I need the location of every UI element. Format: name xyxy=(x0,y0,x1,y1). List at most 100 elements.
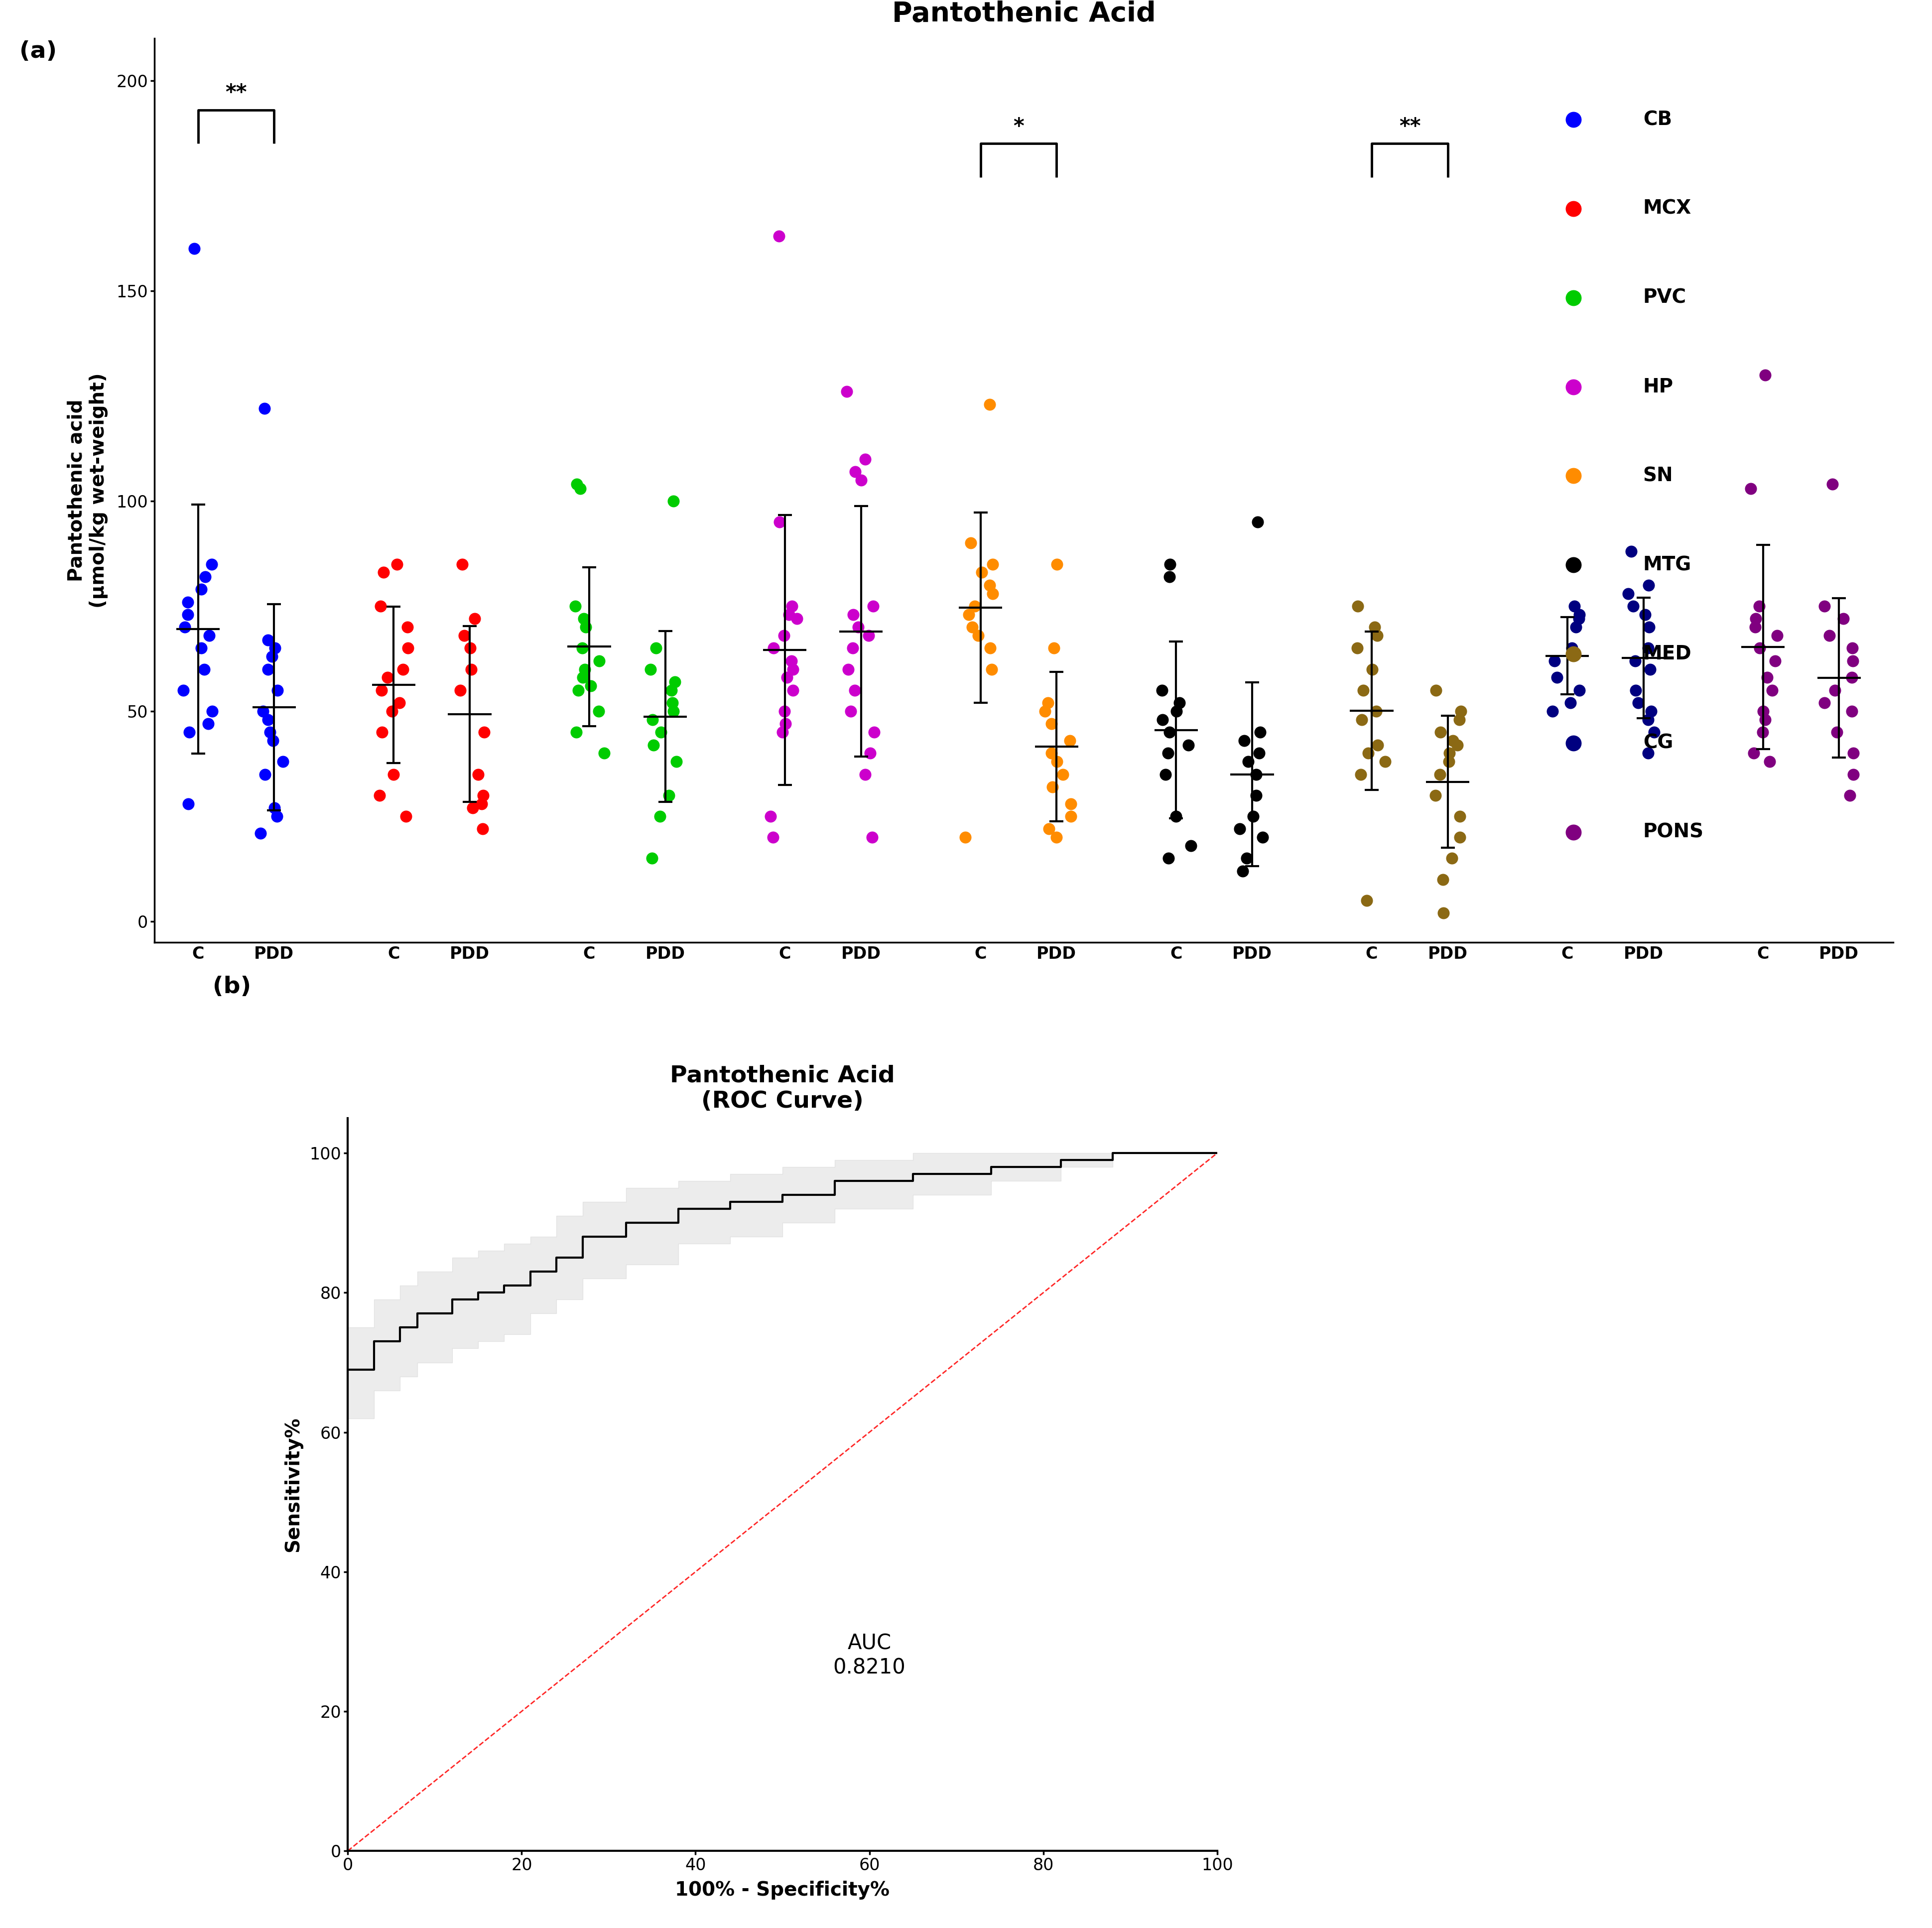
Point xyxy=(1441,729,1472,760)
Point xyxy=(1030,696,1061,727)
Point xyxy=(468,814,498,844)
Point xyxy=(1341,632,1372,663)
Point xyxy=(1634,654,1665,684)
Point xyxy=(1750,704,1781,735)
Point xyxy=(657,675,688,706)
Point xyxy=(1055,800,1086,831)
Y-axis label: Pantothenic acid
(μmol/kg wet-weight): Pantothenic acid (μmol/kg wet-weight) xyxy=(68,372,108,607)
Point xyxy=(460,603,491,634)
Point xyxy=(1153,561,1184,592)
Point xyxy=(1345,760,1376,790)
Point xyxy=(763,220,794,251)
Point xyxy=(257,725,288,756)
Point xyxy=(1037,771,1068,802)
Point xyxy=(373,661,404,692)
Point xyxy=(1146,675,1177,706)
Point xyxy=(1244,738,1275,769)
Point xyxy=(1032,688,1063,719)
Point xyxy=(247,696,278,727)
Point xyxy=(197,549,228,580)
Point xyxy=(1743,590,1774,621)
Text: CB: CB xyxy=(1642,110,1671,129)
Point xyxy=(168,675,199,706)
Point xyxy=(1565,675,1596,706)
Point xyxy=(1617,590,1648,621)
Point xyxy=(638,729,668,760)
Point xyxy=(1443,704,1474,735)
Point xyxy=(255,717,286,748)
Point xyxy=(1153,843,1184,873)
Point xyxy=(1835,661,1866,692)
Point xyxy=(1039,632,1070,663)
Point xyxy=(755,800,786,831)
Point xyxy=(1173,729,1204,760)
Point xyxy=(858,590,889,621)
Point xyxy=(259,792,290,823)
Point xyxy=(267,746,298,777)
Text: SN: SN xyxy=(1642,467,1673,486)
Point xyxy=(1565,600,1596,630)
Point xyxy=(771,708,802,738)
Point xyxy=(835,696,866,727)
Point xyxy=(568,661,599,692)
Point xyxy=(1244,717,1275,748)
Point xyxy=(1148,704,1179,735)
Point xyxy=(564,472,595,503)
Point xyxy=(462,760,493,790)
Point xyxy=(570,611,601,642)
Point xyxy=(1356,654,1387,684)
Point xyxy=(1540,646,1571,677)
Point xyxy=(446,549,477,580)
Point xyxy=(1747,717,1777,748)
Point xyxy=(777,654,808,684)
Point xyxy=(1445,821,1476,852)
Point xyxy=(172,789,203,819)
Point xyxy=(978,578,1009,609)
Point xyxy=(769,696,800,727)
Point xyxy=(448,621,479,652)
Point xyxy=(170,611,201,642)
Point xyxy=(568,603,599,634)
Point xyxy=(245,817,276,848)
Point xyxy=(1343,590,1374,621)
Point xyxy=(1633,704,1663,735)
Point xyxy=(1238,800,1269,831)
Point xyxy=(249,393,280,424)
Point xyxy=(773,600,804,630)
Point xyxy=(456,654,487,684)
Point xyxy=(172,586,203,617)
Point xyxy=(1360,696,1391,727)
Point xyxy=(974,389,1005,420)
Point xyxy=(1808,688,1839,719)
Point xyxy=(1615,536,1646,567)
Point xyxy=(757,821,788,852)
Point xyxy=(1034,814,1065,844)
Point xyxy=(661,746,692,777)
Point xyxy=(831,376,862,407)
Point xyxy=(1833,781,1864,812)
Title: Pantothenic Acid
(ROC Curve): Pantothenic Acid (ROC Curve) xyxy=(670,1064,895,1112)
Point xyxy=(1349,675,1379,706)
Text: HP: HP xyxy=(1642,378,1673,397)
Point xyxy=(763,507,794,538)
Point xyxy=(636,654,667,684)
Text: (a): (a) xyxy=(19,40,56,64)
Y-axis label: Sensitivity%: Sensitivity% xyxy=(284,1417,303,1552)
Point xyxy=(777,646,808,677)
Point xyxy=(854,621,885,652)
Point xyxy=(390,800,421,831)
Point xyxy=(1428,864,1459,895)
Point xyxy=(838,600,869,630)
Point xyxy=(1563,603,1594,634)
Point xyxy=(180,233,211,264)
Point xyxy=(193,708,224,738)
Point xyxy=(1619,646,1650,677)
Point xyxy=(468,781,498,812)
Point xyxy=(1741,603,1772,634)
Point xyxy=(1233,746,1264,777)
Point xyxy=(1041,821,1072,852)
Point xyxy=(253,704,284,735)
Point xyxy=(263,675,294,706)
Point xyxy=(1542,661,1573,692)
Point xyxy=(1352,738,1383,769)
